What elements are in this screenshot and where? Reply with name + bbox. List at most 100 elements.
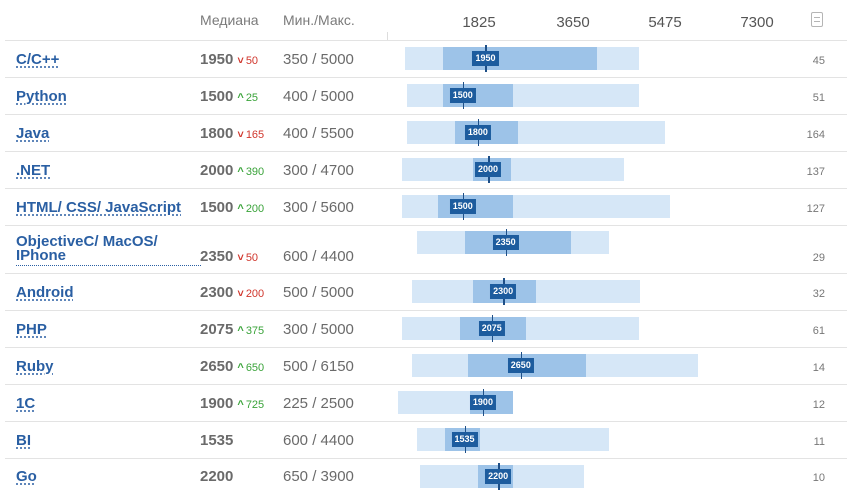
chevron-down-icon: ˅	[237, 129, 244, 141]
chevron-down-icon: ˅	[237, 55, 244, 67]
median-number: 2200	[200, 468, 234, 485]
language-link[interactable]: Java	[16, 125, 50, 142]
sample-count: 127	[806, 203, 825, 215]
quartile-bar[interactable]	[442, 47, 597, 70]
axis-tick-label: 7300	[740, 14, 774, 31]
median-marker-label: 2075	[478, 321, 505, 336]
median-value: 1500 ^ 25	[200, 88, 258, 105]
sample-count: 51	[812, 92, 825, 104]
language-link[interactable]: Android	[16, 284, 74, 301]
language-link[interactable]: .NET	[16, 162, 51, 179]
chevron-up-icon: ^	[237, 92, 244, 104]
table-row: .NET 2000 ^ 390 300 / 4700 2000 137	[5, 151, 847, 189]
minmax-column-header[interactable]: Мин./Макс.	[283, 12, 355, 28]
median-value: 2200	[200, 468, 233, 485]
median-value: 1500 ^ 200	[200, 199, 264, 216]
axis-tick-label: 5475	[648, 14, 682, 31]
minmax-value: 500 / 6150	[283, 358, 354, 375]
chevron-down-icon: ˅	[237, 288, 244, 300]
median-change: ^ 650	[237, 362, 264, 374]
axis-tick-label: 1825	[462, 14, 496, 31]
language-link[interactable]: BI	[16, 432, 31, 449]
minmax-value: 300 / 5600	[283, 199, 354, 216]
sample-count: 14	[812, 362, 825, 374]
median-marker-label: 1500	[449, 88, 476, 103]
chevron-up-icon: ^	[237, 166, 244, 178]
language-link[interactable]: Python	[16, 88, 67, 105]
median-change: ^ 390	[237, 166, 264, 178]
median-number: 1500	[200, 199, 234, 216]
language-link[interactable]: C/C++	[16, 51, 60, 68]
median-marker-label: 1900	[469, 395, 496, 410]
chevron-up-icon: ^	[237, 362, 244, 374]
median-change-value: 375	[245, 325, 265, 337]
language-link[interactable]: Go	[16, 468, 37, 485]
median-marker-label: 1500	[449, 199, 476, 214]
median-number: 1950	[200, 51, 234, 68]
median-change-value: 50	[245, 252, 259, 264]
table-header: Медиана Мин./Макс. 1825 3650 5475 7300	[0, 0, 850, 40]
language-link[interactable]: 1C	[16, 395, 36, 412]
median-number: 2650	[200, 358, 234, 375]
median-value: 2650 ^ 650	[200, 358, 264, 375]
table-row: Ruby 2650 ^ 650 500 / 6150 2650 14	[5, 347, 847, 385]
median-value: 1950 ˅ 50	[200, 51, 258, 68]
minmax-value: 600 / 4400	[283, 432, 354, 449]
median-value: 2075 ^ 375	[200, 321, 264, 338]
median-change: ˅ 50	[237, 252, 258, 264]
median-marker-label: 1535	[451, 432, 478, 447]
document-icon[interactable]	[811, 12, 823, 27]
minmax-value: 300 / 4700	[283, 162, 354, 179]
chevron-up-icon: ^	[237, 325, 244, 337]
median-number: 2000	[200, 162, 234, 179]
sample-count: 11	[813, 436, 825, 448]
axis-tick-label: 3650	[556, 14, 590, 31]
sample-count: 10	[812, 472, 825, 484]
median-marker-label: 2350	[492, 235, 519, 250]
median-number: 2300	[200, 284, 234, 301]
sample-count: 137	[806, 166, 825, 178]
median-number: 2075	[200, 321, 234, 338]
median-change: ^ 25	[237, 92, 258, 104]
minmax-value: 225 / 2500	[283, 395, 354, 412]
table-row: ObjectiveC/ MacOS/ IPhone 2350 ˅ 50 600 / 44…	[5, 225, 847, 274]
median-marker-label: 1950	[472, 51, 499, 66]
median-marker-label: 2300	[490, 284, 517, 299]
median-marker-label: 2650	[507, 358, 534, 373]
median-number: 1900	[200, 395, 234, 412]
sample-count: 164	[806, 129, 825, 141]
language-link[interactable]: Ruby	[16, 358, 54, 375]
minmax-value: 400 / 5500	[283, 125, 354, 142]
sample-count: 12	[812, 399, 825, 411]
language-link[interactable]: HTML/ CSS/ JavaScript	[16, 199, 182, 216]
chevron-down-icon: ˅	[237, 252, 244, 264]
median-value: 1800 ˅ 165	[200, 125, 264, 142]
minmax-value: 300 / 5000	[283, 321, 354, 338]
language-link[interactable]: PHP	[16, 321, 47, 338]
sample-count: 45	[812, 55, 825, 67]
median-number: 2350	[200, 248, 234, 265]
chevron-up-icon: ^	[237, 203, 244, 215]
median-change: ˅ 200	[237, 288, 264, 300]
table-row: Android 2300 ˅ 200 500 / 5000 2300 32	[5, 273, 847, 311]
table-row: BI 1535 600 / 4400 1535 11	[5, 421, 847, 459]
median-number: 1800	[200, 125, 234, 142]
minmax-value: 650 / 3900	[283, 468, 354, 485]
language-link[interactable]: ObjectiveC/ MacOS/ IPhone	[16, 234, 201, 266]
sample-count: 61	[812, 325, 825, 337]
minmax-value: 600 / 4400	[283, 248, 354, 265]
median-column-header[interactable]: Медиана	[200, 12, 259, 28]
median-change-value: 390	[245, 166, 265, 178]
table-row: Java 1800 ˅ 165 400 / 5500 1800 164	[5, 114, 847, 152]
median-change: ^ 375	[237, 325, 264, 337]
range-bar[interactable]	[407, 121, 665, 144]
table-row: PHP 2075 ^ 375 300 / 5000 2075 61	[5, 310, 847, 348]
median-number: 1500	[200, 88, 234, 105]
minmax-value: 500 / 5000	[283, 284, 354, 301]
median-change: ˅ 50	[237, 55, 258, 67]
range-bar[interactable]	[402, 158, 625, 181]
table-row: Python 1500 ^ 25 400 / 5000 1500 51	[5, 77, 847, 115]
table-row: 1C 1900 ^ 725 225 / 2500 1900 12	[5, 384, 847, 422]
median-change-value: 650	[245, 362, 265, 374]
median-value: 2000 ^ 390	[200, 162, 264, 179]
